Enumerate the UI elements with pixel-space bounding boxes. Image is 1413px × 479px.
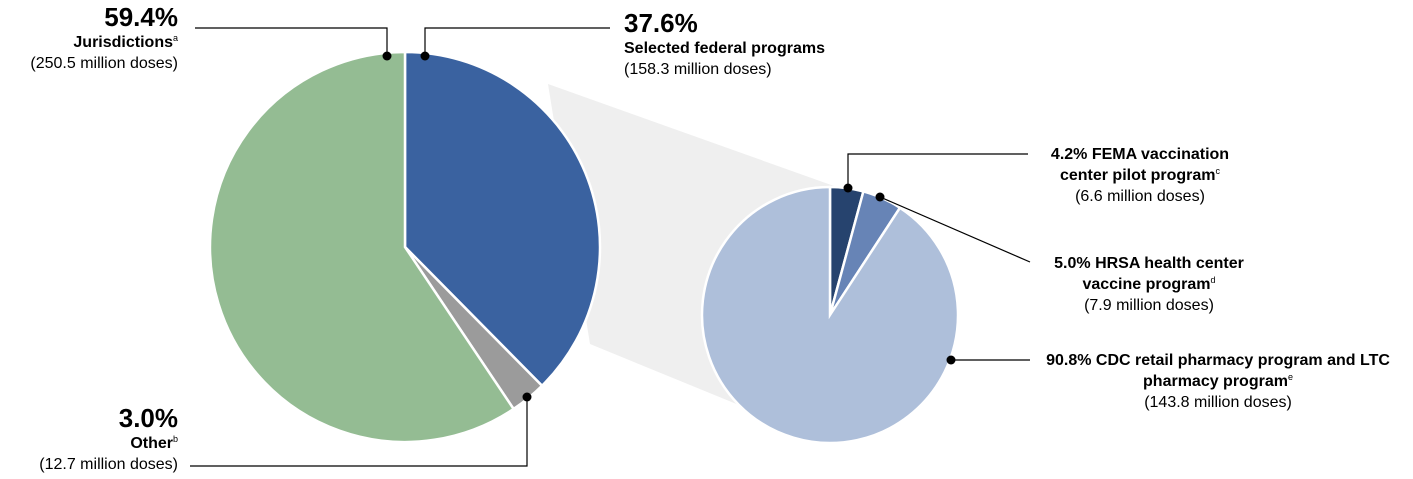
leader-line xyxy=(424,27,610,56)
footnote-mark: a xyxy=(172,33,178,43)
percent-label: 59.4% xyxy=(104,2,178,32)
footnote-mark: c xyxy=(1215,166,1221,176)
percent-label: 90.8% xyxy=(1046,352,1092,369)
footnote-mark: d xyxy=(1210,275,1216,285)
leader-line xyxy=(190,397,528,467)
category-name: HRSA health center vaccine program xyxy=(1082,255,1244,293)
leader-dot xyxy=(382,51,392,61)
slice-label: 90.8% CDC retail pharmacy program and LT… xyxy=(1032,350,1404,413)
slice-label: 37.6% Selected federal programs (158.3 mil… xyxy=(624,8,825,80)
footnote-mark: b xyxy=(172,434,178,444)
percent-label: 3.0% xyxy=(118,403,178,433)
percent-label: 5.0% xyxy=(1054,255,1091,272)
leader-line xyxy=(847,153,1028,188)
pie-slice xyxy=(208,50,516,444)
category-name: CDC retail pharmacy program and LTC phar… xyxy=(1095,352,1390,390)
leader-dot xyxy=(946,355,956,365)
percent-label: 4.2% xyxy=(1050,146,1088,163)
category-name: Selected federal programs xyxy=(624,40,825,57)
category-name: Other xyxy=(130,435,173,452)
slice-label: 4.2% FEMA vaccination center pilot progr… xyxy=(1032,144,1248,207)
dose-count: (250.5 million doses) xyxy=(30,55,178,72)
dose-count: (158.3 million doses) xyxy=(624,61,772,78)
pie-slice xyxy=(700,185,960,445)
dose-count: (12.7 million doses) xyxy=(39,456,178,473)
slice-label: 3.0% Otherb (12.7 million doses) xyxy=(39,403,178,475)
footnote-mark: e xyxy=(1287,372,1293,382)
dose-count: (6.6 million doses) xyxy=(1075,188,1205,205)
leader-line xyxy=(195,27,388,56)
dose-count: (143.8 million doses) xyxy=(1144,394,1292,411)
leader-dot xyxy=(420,51,430,61)
leader-dot xyxy=(875,192,885,202)
leader-line xyxy=(879,196,1031,263)
slice-label: 59.4% Jurisdictionsa (250.5 million doses) xyxy=(30,2,178,74)
leader-dot xyxy=(522,392,532,402)
slice-label: 5.0% HRSA health center vaccine programd… xyxy=(1032,253,1266,316)
percent-label: 37.6% xyxy=(624,8,698,38)
dose-count: (7.9 million doses) xyxy=(1084,297,1214,314)
category-name: Jurisdictions xyxy=(73,34,173,51)
category-name: FEMA vaccination center pilot program xyxy=(1059,146,1230,184)
leader-dot xyxy=(843,183,853,193)
pie-slice xyxy=(403,50,602,388)
